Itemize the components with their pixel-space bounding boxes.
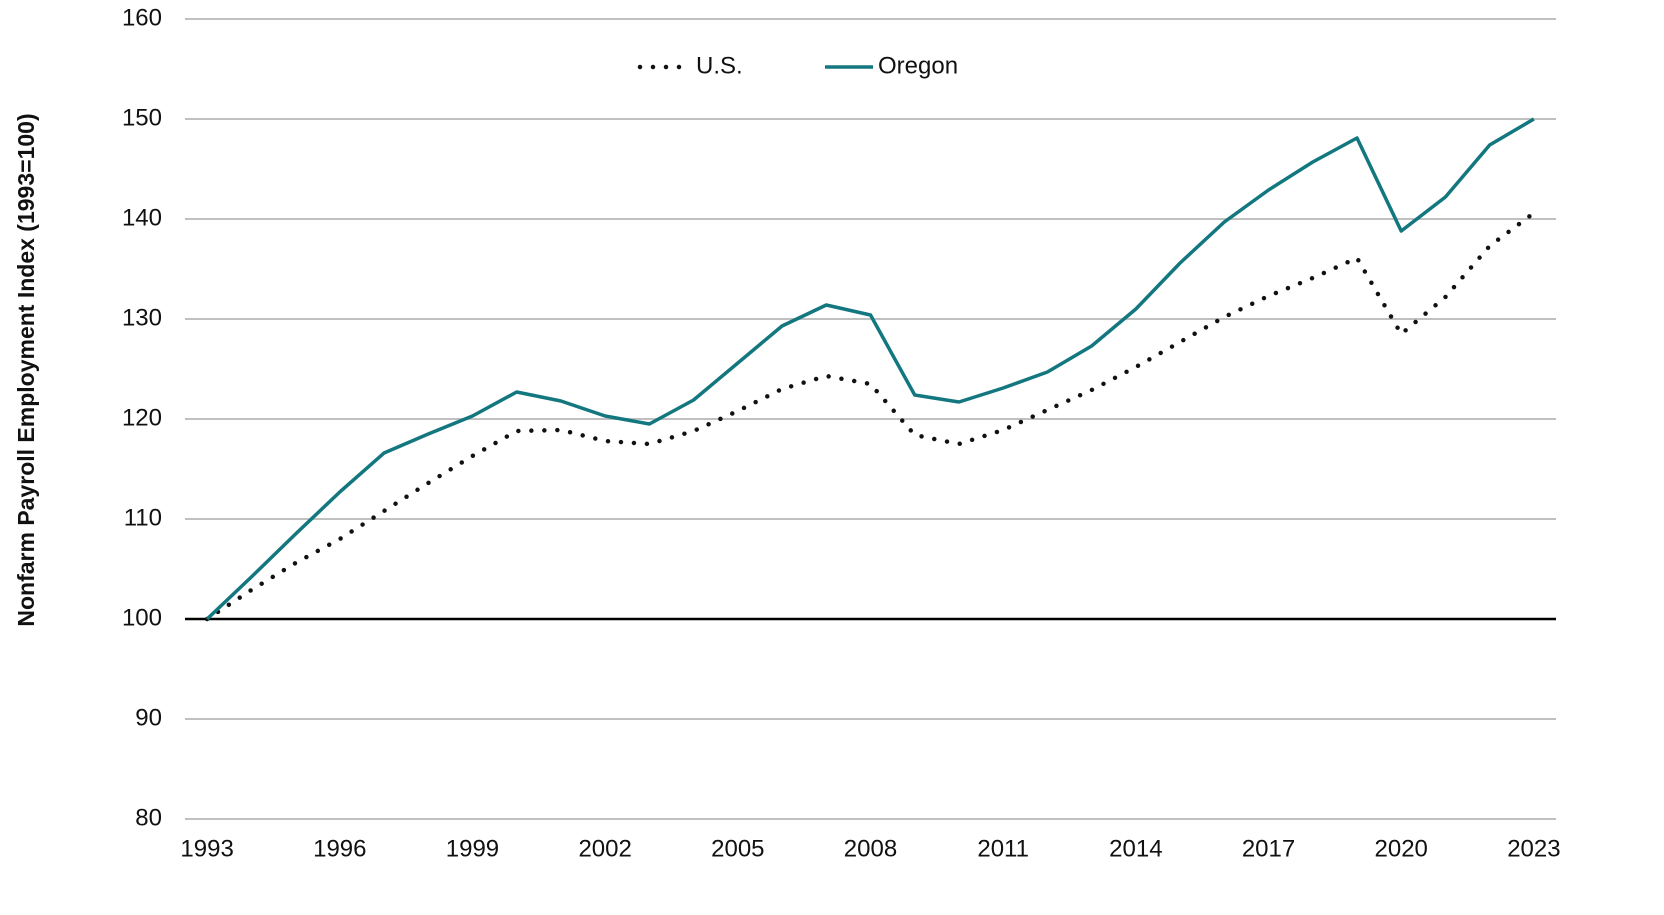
x-tick-label: 2005 bbox=[711, 835, 764, 862]
x-tick-label: 2011 bbox=[977, 835, 1029, 862]
x-tick-label: 1999 bbox=[446, 835, 499, 862]
x-tick-label: 2020 bbox=[1375, 835, 1428, 862]
y-tick-label: 120 bbox=[122, 404, 162, 431]
x-tick-label: 1993 bbox=[180, 835, 233, 862]
line-series bbox=[205, 117, 1535, 621]
y-tick-label: 80 bbox=[135, 804, 162, 831]
y-tick-label: 100 bbox=[122, 604, 162, 631]
line-series bbox=[204, 210, 1537, 622]
legend-label: U.S. bbox=[696, 52, 743, 79]
y-axis-title: Nonfarm Payroll Employment Index (1993=1… bbox=[13, 113, 39, 626]
x-tick-label: 1996 bbox=[313, 835, 366, 862]
x-tick-label: 2008 bbox=[844, 835, 897, 862]
x-tick-label: 2014 bbox=[1109, 835, 1162, 862]
y-tick-label: 140 bbox=[122, 204, 162, 231]
legend-label: Oregon bbox=[878, 52, 958, 79]
x-tick-label: 2002 bbox=[578, 835, 631, 862]
y-tick-label: 160 bbox=[122, 4, 162, 31]
y-tick-label: 150 bbox=[122, 104, 162, 131]
y-tick-label: 110 bbox=[124, 504, 162, 531]
y-tick-label: 130 bbox=[122, 304, 162, 331]
y-tick-label: 90 bbox=[135, 704, 162, 731]
x-tick-label: 2017 bbox=[1242, 835, 1295, 862]
x-tick-label: 2023 bbox=[1507, 835, 1560, 862]
